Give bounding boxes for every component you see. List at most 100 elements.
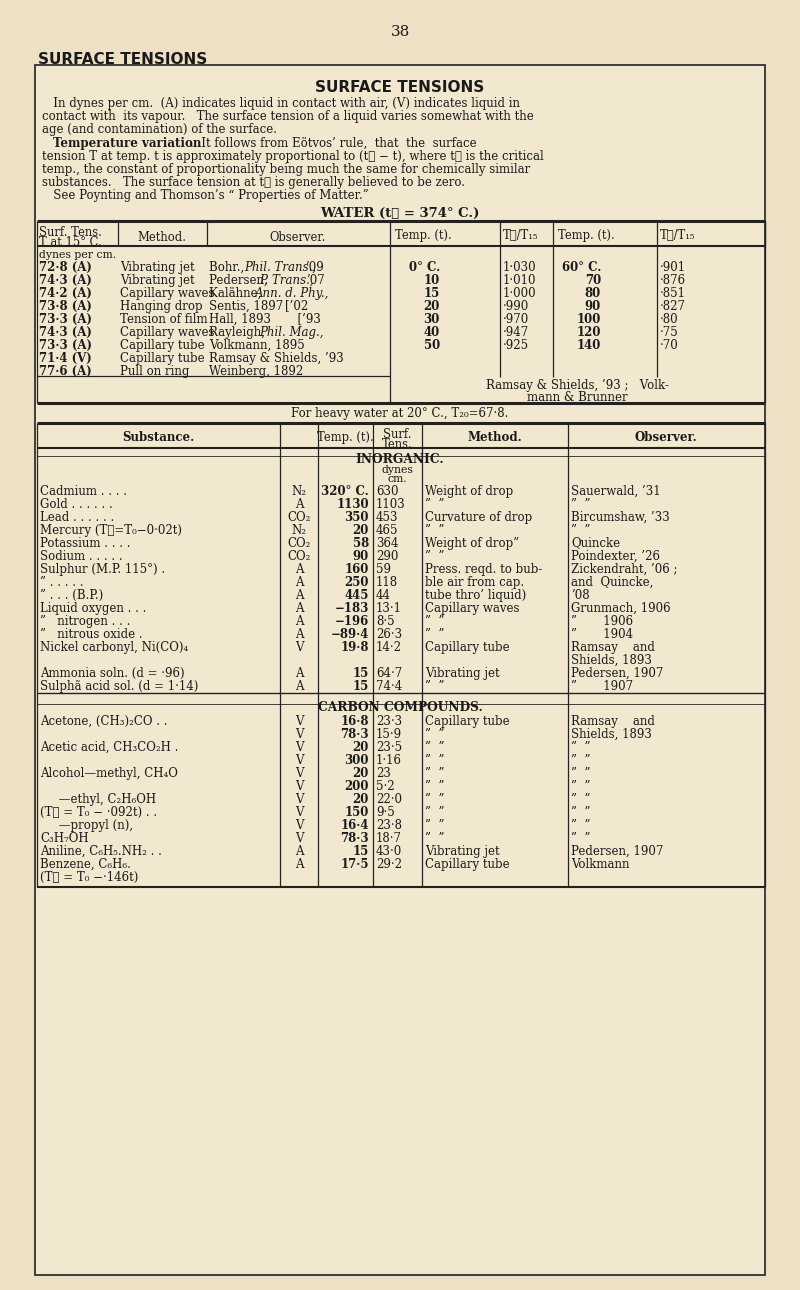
Text: A: A xyxy=(294,575,303,588)
Text: 77·6 (A): 77·6 (A) xyxy=(39,365,92,378)
Text: .  It follows from Eötvos’ rule,  that  the  surface: . It follows from Eötvos’ rule, that the… xyxy=(190,137,477,150)
Text: Pedersen, 1907: Pedersen, 1907 xyxy=(571,667,663,680)
Text: 74·3 (A): 74·3 (A) xyxy=(39,273,92,286)
Text: 445: 445 xyxy=(345,588,369,601)
Text: 23·8: 23·8 xyxy=(376,819,402,832)
Text: Benzene, C₆H₆.: Benzene, C₆H₆. xyxy=(40,858,131,871)
Text: ·970: ·970 xyxy=(503,312,530,325)
Text: Capillary tube: Capillary tube xyxy=(425,715,510,728)
Text: Bohr.,: Bohr., xyxy=(209,261,248,273)
Text: Sulphur (M.P. 115°) .: Sulphur (M.P. 115°) . xyxy=(40,562,165,575)
Text: 74·3 (A): 74·3 (A) xyxy=(39,325,92,338)
Text: 73·8 (A): 73·8 (A) xyxy=(39,299,92,312)
Text: Quincke: Quincke xyxy=(571,537,620,550)
Text: 13·1: 13·1 xyxy=(376,601,402,614)
Text: 20: 20 xyxy=(424,299,440,312)
Text: ”  ”: ” ” xyxy=(571,740,590,753)
Text: ’09: ’09 xyxy=(306,261,324,273)
Text: Kalähne,: Kalähne, xyxy=(209,286,265,299)
Text: cm.: cm. xyxy=(387,473,407,484)
Text: Zickendraht, ’06 ;: Zickendraht, ’06 ; xyxy=(571,562,678,575)
Text: age (and contamination) of the surface.: age (and contamination) of the surface. xyxy=(42,124,277,137)
Text: 20: 20 xyxy=(353,740,369,753)
Text: V: V xyxy=(294,832,303,845)
Text: N₂: N₂ xyxy=(291,524,306,537)
Text: contact with  its vapour.   The surface tension of a liquid varies somewhat with: contact with its vapour. The surface ten… xyxy=(42,110,534,124)
Text: Ramsay & Shields, ’93: Ramsay & Shields, ’93 xyxy=(209,352,344,365)
Text: temp., the constant of proportionality being much the same for chemically simila: temp., the constant of proportionality b… xyxy=(42,163,530,175)
Text: Ann. d. Phy.,: Ann. d. Phy., xyxy=(254,286,329,299)
Text: 5·2: 5·2 xyxy=(376,779,394,792)
Text: Observer.: Observer. xyxy=(270,231,326,244)
Text: Method.: Method. xyxy=(468,431,522,444)
Text: A: A xyxy=(294,601,303,614)
Text: ”  ”: ” ” xyxy=(425,680,445,693)
Text: Sodium . . . . .: Sodium . . . . . xyxy=(40,550,122,562)
Text: ”  ”: ” ” xyxy=(425,819,445,832)
Text: Capillary tube: Capillary tube xyxy=(120,352,205,365)
Text: Volkmann: Volkmann xyxy=(571,858,630,871)
Text: ”       1904: ” 1904 xyxy=(571,628,633,641)
Text: 19·8: 19·8 xyxy=(341,641,369,654)
Text: ”  ”: ” ” xyxy=(571,498,590,511)
Text: Tens.: Tens. xyxy=(382,437,412,450)
Text: substances.   The surface tension at tⲟ is generally believed to be zero.: substances. The surface tension at tⲟ is… xyxy=(42,177,465,190)
Text: Press. reqd. to bub-: Press. reqd. to bub- xyxy=(425,562,542,575)
Text: ”   nitrogen . . .: ” nitrogen . . . xyxy=(40,614,130,628)
Text: Phil. Trans.,: Phil. Trans., xyxy=(244,261,317,273)
Text: ”  ”: ” ” xyxy=(571,766,590,779)
Text: Vibrating jet: Vibrating jet xyxy=(425,845,500,858)
Text: ·901: ·901 xyxy=(660,261,686,273)
Text: V: V xyxy=(294,805,303,819)
Text: CO₂: CO₂ xyxy=(287,537,310,550)
Text: 80: 80 xyxy=(585,286,601,299)
Text: C₃H₇OH: C₃H₇OH xyxy=(40,832,89,845)
Text: Pull on ring: Pull on ring xyxy=(120,365,190,378)
Text: Poindexter, ’26: Poindexter, ’26 xyxy=(571,550,660,562)
Text: Tℓ/T₁₅: Tℓ/T₁₅ xyxy=(503,228,538,241)
Text: 364: 364 xyxy=(376,537,398,550)
Text: —propyl (n),: —propyl (n), xyxy=(40,819,133,832)
Text: 100: 100 xyxy=(577,312,601,325)
Text: ’07: ’07 xyxy=(306,273,326,286)
Text: Hall, 1893: Hall, 1893 xyxy=(209,312,271,325)
Text: Temp. (t).: Temp. (t). xyxy=(395,228,452,241)
Text: 1·16: 1·16 xyxy=(376,753,402,766)
Text: Acetic acid, CH₃CO₂H .: Acetic acid, CH₃CO₂H . xyxy=(40,740,178,753)
Text: 74·2 (A): 74·2 (A) xyxy=(39,286,92,299)
Text: Vibrating jet: Vibrating jet xyxy=(425,667,500,680)
Text: Volkmann, 1895: Volkmann, 1895 xyxy=(209,338,305,352)
Text: V: V xyxy=(294,753,303,766)
Text: A: A xyxy=(294,628,303,641)
Text: CARBON COMPOUNDS.: CARBON COMPOUNDS. xyxy=(318,700,482,713)
Text: Grunmach, 1906: Grunmach, 1906 xyxy=(571,601,670,614)
Text: 90: 90 xyxy=(585,299,601,312)
Text: ”  ”: ” ” xyxy=(425,792,445,805)
Text: 0° C.: 0° C. xyxy=(409,261,440,273)
Text: 71·4 (V): 71·4 (V) xyxy=(39,352,92,365)
Text: ”  ”: ” ” xyxy=(425,628,445,641)
Text: Lead . . . . . .: Lead . . . . . . xyxy=(40,511,114,524)
Text: −196: −196 xyxy=(334,614,369,628)
Text: and  Quincke,: and Quincke, xyxy=(571,575,654,588)
Text: Cadmium . . . .: Cadmium . . . . xyxy=(40,485,127,498)
Text: 20: 20 xyxy=(353,766,369,779)
Text: 18·7: 18·7 xyxy=(376,832,402,845)
Text: Surf. Tens.: Surf. Tens. xyxy=(39,226,102,239)
Text: 78·3: 78·3 xyxy=(340,728,369,740)
Text: A: A xyxy=(294,588,303,601)
Text: See Poynting and Thomson’s “ Properties of Matter.”: See Poynting and Thomson’s “ Properties … xyxy=(42,190,369,203)
Text: T at 15° C.: T at 15° C. xyxy=(39,236,102,249)
Text: Shields, 1893: Shields, 1893 xyxy=(571,728,652,740)
Text: —ethyl, C₂H₆OH: —ethyl, C₂H₆OH xyxy=(40,792,156,805)
Text: 120: 120 xyxy=(577,325,601,338)
Text: CO₂: CO₂ xyxy=(287,550,310,562)
Text: 20: 20 xyxy=(353,524,369,537)
Text: Observer.: Observer. xyxy=(634,431,698,444)
Text: 30: 30 xyxy=(424,312,440,325)
Text: tube thro’ liquid): tube thro’ liquid) xyxy=(425,588,526,601)
Text: Tℓ/T₁₅: Tℓ/T₁₅ xyxy=(660,228,695,241)
Text: 9·5: 9·5 xyxy=(376,805,394,819)
Text: 58: 58 xyxy=(353,537,369,550)
Text: 15: 15 xyxy=(353,680,369,693)
